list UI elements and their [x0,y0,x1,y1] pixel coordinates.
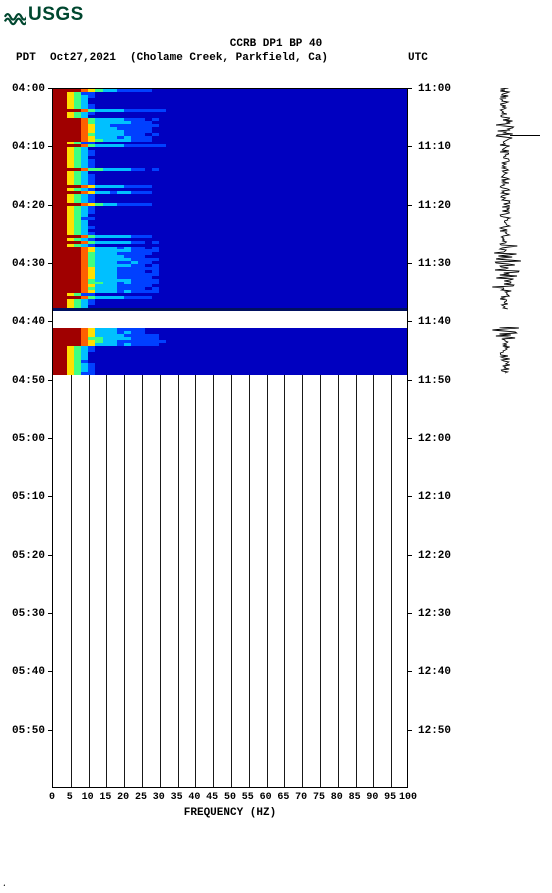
xtick: 95 [384,792,396,803]
ytick-right: 11:10 [418,141,451,153]
ytick-right: 12:50 [418,725,451,737]
xtick: 60 [260,792,272,803]
header-location: (Cholame Creek, Parkfield, Ca) [130,52,328,64]
waveform-trace [480,88,530,310]
x-axis-ticks: 0510152025303540455055606570758085909510… [52,792,408,806]
xtick: 90 [366,792,378,803]
xtick: 25 [135,792,147,803]
ytick-right: 11:20 [418,200,451,212]
ytick-left: 04:50 [12,375,45,387]
left-timezone: PDT [16,52,36,64]
xtick: 100 [399,792,417,803]
ytick-right: 11:30 [418,258,451,270]
xtick: 30 [153,792,165,803]
xtick: 55 [242,792,254,803]
ytick-left: 05:00 [12,433,45,445]
ytick-right: 12:00 [418,433,451,445]
ytick-left: 05:20 [12,550,45,562]
xtick: 70 [295,792,307,803]
ytick-right: 11:00 [418,83,451,95]
xtick: 10 [82,792,94,803]
right-timezone: UTC [408,52,428,64]
ytick-left: 04:30 [12,258,45,270]
xtick: 35 [171,792,183,803]
xtick: 75 [313,792,325,803]
spectrogram-plot [52,88,408,788]
xtick: 45 [206,792,218,803]
ytick-left: 04:40 [12,316,45,328]
ytick-left: 05:40 [12,666,45,678]
footnote: . [2,879,7,889]
waveform-sidebar [480,88,530,788]
ytick-right: 11:50 [418,375,451,387]
ytick-right: 12:10 [418,491,451,503]
header-date: Oct27,2021 [50,52,116,64]
xtick: 0 [49,792,55,803]
ytick-left: 04:00 [12,83,45,95]
usgs-logo: USGS [4,4,84,26]
usgs-logo-text: USGS [28,4,84,26]
ytick-right: 12:20 [418,550,451,562]
chart-title: CCRB DP1 BP 40 [0,38,552,50]
ytick-right: 11:40 [418,316,451,328]
ytick-left: 05:30 [12,608,45,620]
xtick: 85 [349,792,361,803]
xtick: 20 [117,792,129,803]
ytick-left: 05:10 [12,491,45,503]
chart-header: PDT Oct27,2021 (Cholame Creek, Parkfield… [0,52,552,66]
ytick-right: 12:30 [418,608,451,620]
xtick: 65 [277,792,289,803]
ytick-left: 04:20 [12,200,45,212]
xtick: 50 [224,792,236,803]
ytick-left: 04:10 [12,141,45,153]
usgs-wave-icon [4,4,26,26]
xtick: 15 [99,792,111,803]
xtick: 5 [67,792,73,803]
waveform-trace [480,327,530,374]
xtick: 40 [188,792,200,803]
ytick-left: 05:50 [12,725,45,737]
ytick-right: 12:40 [418,666,451,678]
x-axis-label: FREQUENCY (HZ) [0,807,460,819]
xtick: 80 [331,792,343,803]
